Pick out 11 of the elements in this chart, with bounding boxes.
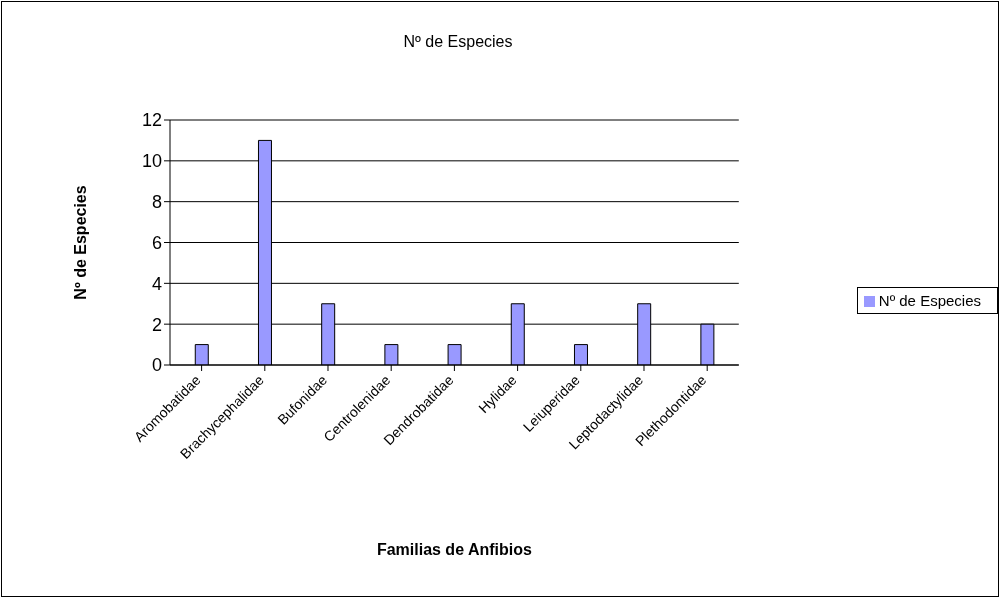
x-axis-title: Familias de Anfibios <box>376 541 532 558</box>
y-tick-label: 12 <box>141 110 162 131</box>
y-tick-label: 8 <box>151 192 162 213</box>
y-tick-label: 6 <box>151 232 162 253</box>
y-tick-label: 4 <box>151 273 162 294</box>
chart-title: Nº de Especies <box>402 33 514 51</box>
y-tick-label: 2 <box>151 314 162 335</box>
legend-label: Nº de Especies <box>878 291 981 309</box>
y-tick-label: 0 <box>151 355 162 376</box>
y-axis-title: Nº de Especies <box>71 185 89 300</box>
y-tick-label: 10 <box>141 151 162 172</box>
